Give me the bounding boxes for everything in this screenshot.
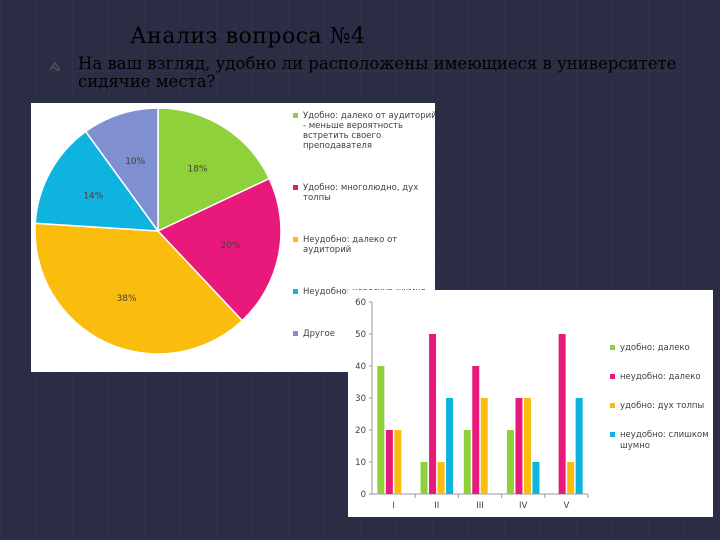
x-tick-label: III <box>476 501 484 511</box>
bar <box>420 462 428 494</box>
bullet-icon <box>49 61 61 72</box>
pie-slice-label: 10% <box>125 157 145 167</box>
x-tick-label: II <box>434 501 439 511</box>
pie-slice <box>157 107 271 233</box>
bar <box>558 334 566 494</box>
y-tick-label: 60 <box>355 298 366 308</box>
legend-label: удобно: далеко <box>620 343 690 353</box>
y-tick-label: 10 <box>355 458 366 468</box>
pie-slice <box>34 130 160 232</box>
pie-slice-label: 20% <box>220 241 240 251</box>
pie-slice <box>84 107 159 234</box>
legend-swatch <box>293 113 298 118</box>
bar <box>463 430 471 494</box>
legend-label: Удобно: многолюдно, дух толпы <box>303 183 418 203</box>
legend-label: Неудобно: далеко от аудиторий <box>303 235 397 255</box>
pie-chart: 18% 20% 38% 14% 10% Удобно: далеко от аудитор… <box>34 107 437 355</box>
legend-label: Удобно: далеко от аудиторий - меньше веро… <box>303 111 435 151</box>
pie-slice <box>34 222 244 355</box>
bar <box>567 462 575 494</box>
bar <box>472 366 480 494</box>
pie-chart-panel: 18% 20% 38% 14% 10% Удобно: далеко от аудитор… <box>31 103 437 372</box>
legend-label: неудобно: далеко <box>620 372 701 382</box>
legend-swatch <box>293 289 298 294</box>
pie-slice <box>156 177 282 322</box>
pie-slice-label: 38% <box>117 294 137 304</box>
x-tick-label: I <box>392 501 395 511</box>
bar <box>523 398 531 494</box>
legend-swatch <box>610 432 615 437</box>
bar <box>429 334 437 494</box>
legend-label: Другое <box>303 329 335 339</box>
legend-swatch <box>293 185 298 190</box>
legend-label: удобно: дух толпы <box>620 401 704 411</box>
bar <box>437 462 445 494</box>
y-tick-label: 30 <box>355 394 366 404</box>
y-tick-label: 50 <box>355 330 366 340</box>
y-tick-label: 0 <box>361 490 366 500</box>
bar <box>515 398 523 494</box>
x-tick-label: IV <box>519 501 528 511</box>
bar <box>480 398 488 494</box>
pie-slice-label: 14% <box>83 191 103 201</box>
y-tick-label: 20 <box>355 426 366 436</box>
bar <box>532 462 540 494</box>
pie-slice-label: 18% <box>187 165 207 175</box>
legend-swatch <box>293 237 298 242</box>
legend-swatch <box>293 331 298 336</box>
question-text: На ваш взгляд, удобно ли расположены име… <box>78 54 677 91</box>
legend-swatch <box>610 403 615 408</box>
x-tick-label: V <box>563 501 569 511</box>
bar <box>377 366 385 494</box>
bar <box>385 430 393 494</box>
legend-swatch <box>610 345 615 350</box>
y-tick-label: 40 <box>355 362 366 372</box>
bar <box>446 398 454 494</box>
legend-swatch <box>610 374 615 379</box>
bar <box>506 430 514 494</box>
slide-title: Анализ вопроса №4 <box>130 24 366 49</box>
legend-label: неудобно: слишком шумно <box>620 430 709 451</box>
bar <box>394 430 402 494</box>
bar <box>575 398 583 494</box>
